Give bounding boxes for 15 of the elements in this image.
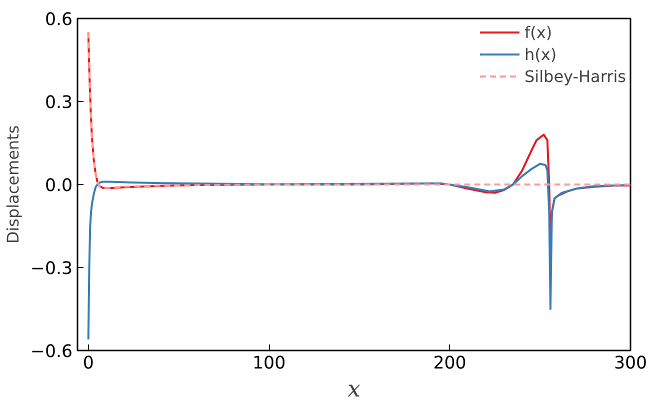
y-tick-label: 0.6 bbox=[44, 10, 73, 30]
x-tick-label: 200 bbox=[433, 354, 466, 374]
y-tick-label: −0.3 bbox=[30, 259, 72, 279]
x-tick-label: 100 bbox=[252, 354, 286, 374]
x-tick-label: 300 bbox=[614, 354, 648, 374]
y-axis-title: Displacements bbox=[3, 125, 22, 244]
y-tick-label: −0.6 bbox=[30, 342, 72, 362]
line-series bbox=[87, 162, 630, 340]
x-tick-label: 0 bbox=[82, 354, 94, 374]
y-tick-label: 0.3 bbox=[44, 93, 73, 113]
legend-label: Silbey-Harris bbox=[524, 66, 626, 86]
legend-label: f(x) bbox=[524, 22, 552, 42]
y-tick-label: 0.0 bbox=[44, 176, 73, 196]
legend-label: h(x) bbox=[524, 44, 557, 64]
x-axis-title: x bbox=[348, 376, 361, 402]
